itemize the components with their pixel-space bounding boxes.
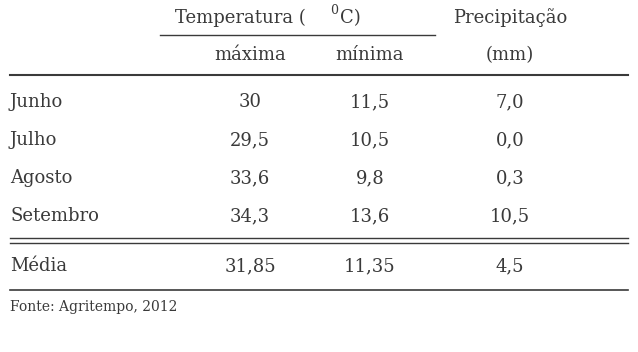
Text: 0,3: 0,3	[496, 169, 524, 187]
Text: 0,0: 0,0	[496, 131, 524, 149]
Text: máxima: máxima	[214, 46, 286, 64]
Text: Julho: Julho	[10, 131, 57, 149]
Text: Junho: Junho	[10, 93, 63, 111]
Text: 10,5: 10,5	[350, 131, 390, 149]
Text: 0: 0	[330, 5, 338, 18]
Text: 7,0: 7,0	[496, 93, 524, 111]
Text: 10,5: 10,5	[490, 207, 530, 225]
Text: Agosto: Agosto	[10, 169, 72, 187]
Text: Fonte: Agritempo, 2012: Fonte: Agritempo, 2012	[10, 300, 177, 314]
Text: Precipitação: Precipitação	[453, 8, 567, 27]
Text: mínima: mínima	[336, 46, 404, 64]
Text: 11,35: 11,35	[344, 257, 396, 275]
Text: 30: 30	[239, 93, 262, 111]
Text: Temperatura (: Temperatura (	[175, 9, 306, 27]
Text: 11,5: 11,5	[350, 93, 390, 111]
Text: C): C)	[340, 9, 360, 27]
Text: 4,5: 4,5	[496, 257, 524, 275]
Text: Média: Média	[10, 257, 67, 275]
Text: Setembro: Setembro	[10, 207, 99, 225]
Text: 9,8: 9,8	[355, 169, 384, 187]
Text: 34,3: 34,3	[230, 207, 270, 225]
Text: 13,6: 13,6	[350, 207, 390, 225]
Text: 31,85: 31,85	[224, 257, 276, 275]
Text: (mm): (mm)	[486, 46, 534, 64]
Text: 29,5: 29,5	[230, 131, 270, 149]
Text: 33,6: 33,6	[230, 169, 270, 187]
